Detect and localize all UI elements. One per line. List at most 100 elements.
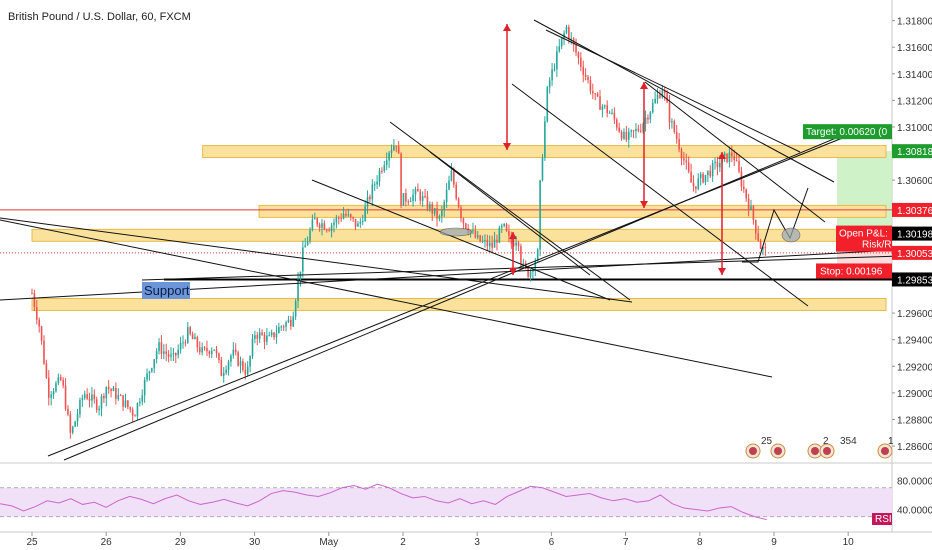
axis-layer: 1.31800 1.31600 1.31400 1.31200 1.31000 1.306…: [26, 17, 932, 548]
x-tick-label: 8: [697, 537, 703, 548]
trend-line[interactable]: [533, 19, 835, 183]
trend-line[interactable]: [389, 121, 631, 301]
candle-body: [457, 198, 460, 208]
candle-body: [453, 170, 455, 185]
rsi-label: RSI: [875, 514, 892, 525]
candle-body: [318, 224, 321, 228]
candle-body: [225, 369, 227, 373]
candle-body: [556, 51, 558, 70]
stop-label-box: [816, 263, 892, 279]
candle-body: [517, 242, 520, 247]
candle-body: [110, 388, 112, 391]
candle-body: [282, 326, 285, 328]
chart-title: British Pound / U.S. Dollar, 60, FXCM: [8, 11, 191, 23]
trend-line[interactable]: [63, 127, 861, 461]
trend-line[interactable]: [644, 81, 826, 223]
candle-body: [462, 218, 465, 224]
candle-body: [613, 112, 616, 120]
candle-body: [43, 340, 45, 364]
candle-body: [64, 385, 67, 409]
candle-body: [198, 347, 201, 353]
candle-body: [515, 242, 517, 246]
candle-body: [474, 230, 477, 238]
candle-body: [666, 93, 668, 103]
candle-body: [627, 131, 630, 140]
arrow-head-up: [640, 82, 648, 89]
candle-body: [498, 227, 501, 243]
y-tick-label: 1.31200: [897, 96, 932, 107]
candle-body: [611, 112, 613, 114]
candle-body: [59, 377, 62, 380]
candle-body: [131, 409, 134, 416]
candle-body: [206, 347, 208, 352]
candle-body: [246, 366, 249, 375]
trend-line[interactable]: [429, 151, 591, 276]
candle-body: [508, 230, 510, 236]
candle-body: [352, 217, 354, 219]
projection-path[interactable]: [742, 187, 809, 263]
candle-body: [227, 361, 230, 370]
candle-body: [31, 293, 33, 295]
trend-line[interactable]: [0, 219, 773, 378]
candle-body: [407, 201, 410, 203]
candle-body: [740, 171, 743, 187]
candle-body: [441, 210, 443, 217]
y-tick-label: 1.29000: [897, 389, 932, 400]
candle-body: [711, 162, 714, 177]
candle-body: [117, 395, 120, 400]
candle-body: [316, 218, 319, 225]
drawing-layer: Support 25 2 354 1 Target: 0.00620 (0 Open P&L…: [0, 19, 932, 461]
arrow-head-down: [503, 143, 511, 150]
candle-body: [421, 196, 424, 201]
candle-body: [565, 27, 568, 33]
candle-body: [311, 219, 314, 231]
candle-body: [445, 189, 448, 203]
candle-body: [273, 332, 275, 338]
candle-body: [728, 152, 731, 162]
candle-body: [302, 247, 304, 272]
candle-body: [522, 263, 525, 265]
candle-body: [119, 395, 122, 397]
candle-body: [750, 206, 752, 210]
y-tick-label: 1.29600: [897, 309, 932, 320]
candle-body: [242, 361, 244, 370]
candle-body: [105, 387, 108, 399]
marker-ellipse[interactable]: [781, 227, 801, 243]
candle-body: [680, 149, 683, 159]
arrow-head-down: [640, 201, 648, 208]
trend-line[interactable]: [0, 217, 633, 303]
trend-line[interactable]: [47, 134, 851, 457]
candle-body: [520, 246, 522, 265]
candle-body: [141, 395, 144, 402]
x-tick-label: May: [319, 537, 338, 548]
candle-body: [429, 204, 431, 209]
candle-body: [335, 217, 338, 223]
candle-body: [630, 130, 632, 132]
candle-body: [395, 145, 398, 147]
candle-body: [155, 351, 158, 360]
candle-body: [503, 223, 505, 226]
candle-body: [496, 239, 498, 243]
x-tick-label: 2: [400, 537, 406, 548]
candle-body: [275, 333, 278, 338]
candle-body: [731, 152, 733, 157]
candle-body: [107, 387, 110, 389]
marker-ellipse[interactable]: [439, 227, 473, 237]
candle-body: [539, 180, 541, 250]
candle-body: [83, 394, 86, 399]
candle-body: [69, 414, 72, 433]
candle-body: [314, 218, 316, 220]
candle-body: [601, 106, 604, 110]
y-tick-label: 1.28600: [897, 442, 932, 453]
candle-body: [642, 123, 644, 132]
candle-body: [637, 128, 640, 131]
candle-body: [160, 342, 163, 354]
trend-line[interactable]: [311, 179, 611, 301]
candle-body: [383, 165, 386, 171]
trend-line[interactable]: [545, 29, 801, 153]
candle-body: [618, 127, 620, 132]
trend-line[interactable]: [511, 83, 809, 307]
stop-label: Stop: 0.00196: [820, 266, 883, 277]
candle-body: [426, 196, 429, 209]
